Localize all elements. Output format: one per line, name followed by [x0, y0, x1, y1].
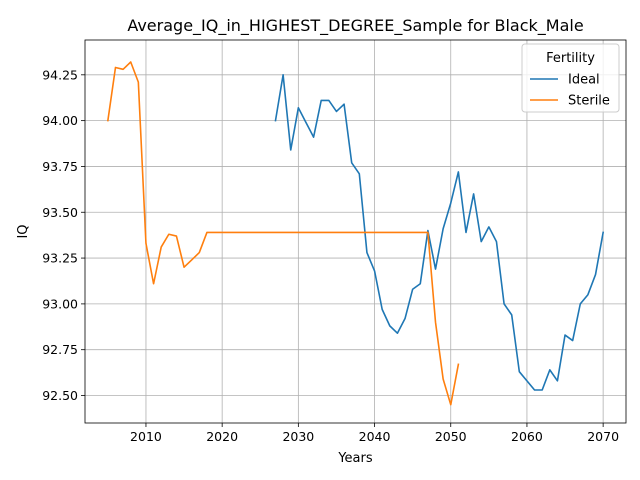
legend-label-sterile: Sterile: [568, 94, 610, 109]
y-tick-label: 93.00: [42, 296, 78, 311]
grid: [85, 40, 626, 423]
y-tick-label: 94.25: [42, 67, 78, 82]
x-tick-label: 2020: [206, 429, 238, 444]
x-axis-label: Years: [337, 451, 373, 466]
series-line-sterile: [106, 61, 460, 406]
legend-label-ideal: Ideal: [568, 73, 600, 88]
y-tick-label: 94.00: [42, 113, 78, 128]
y-tick-label: 93.75: [42, 159, 78, 174]
x-tick-label: 2010: [130, 429, 162, 444]
legend-title: Fertility: [546, 51, 595, 66]
x-tick-label: 2060: [511, 429, 543, 444]
y-tick-label: 92.75: [42, 342, 78, 357]
plot-area-frame: [84, 39, 627, 424]
series-lines: [106, 61, 605, 406]
chart-title: Average_IQ_in_HIGHEST_DEGREE_Sample for …: [127, 16, 583, 36]
series-line-ideal: [274, 74, 605, 391]
y-tick-label: 93.50: [42, 205, 78, 220]
legend-entries: Ideal Sterile: [530, 73, 610, 109]
y-axis-label: IQ: [16, 224, 31, 238]
x-tick-label: 2050: [435, 429, 467, 444]
legend: Fertility Ideal Sterile: [521, 43, 620, 113]
legend-box: [521, 43, 620, 113]
x-tick-label: 2030: [282, 429, 314, 444]
axis-ticks: 2010 2020 2030 2040 2050 2060 2070 92.50 92.75 93…: [42, 67, 619, 444]
y-tick-label: 92.50: [42, 388, 78, 403]
x-tick-label: 2070: [587, 429, 619, 444]
y-tick-label: 93.25: [42, 251, 78, 266]
x-tick-label: 2040: [359, 429, 391, 444]
